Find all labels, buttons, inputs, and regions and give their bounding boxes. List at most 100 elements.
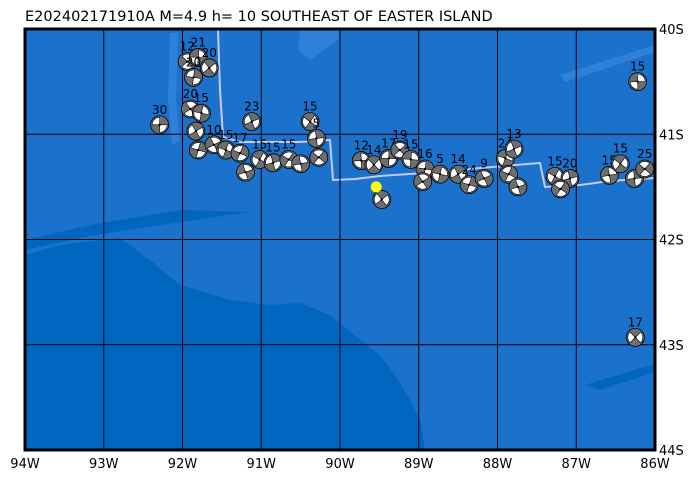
beachball-center (636, 80, 639, 83)
depth-label: 17 (232, 131, 247, 145)
depth-label: 30 (152, 103, 167, 117)
focal-mechanism-beachball[interactable] (188, 140, 208, 160)
focal-mechanism-beachball[interactable]: 15 (300, 100, 321, 132)
focal-mechanism-beachball[interactable]: 15 (191, 91, 211, 123)
depth-label: 14 (450, 152, 465, 166)
focal-mechanism-beachball[interactable]: 30 (150, 103, 170, 135)
focal-mechanism-beachball[interactable] (508, 177, 528, 197)
beachball-center (212, 143, 216, 146)
beachball-center (380, 198, 383, 201)
beachball-dilatational (638, 161, 651, 177)
focal-mechanism-beachball[interactable]: 15 (216, 128, 236, 160)
focal-mechanism-beachball[interactable]: 23 (242, 100, 262, 132)
focal-mechanism-beachball[interactable]: 17 (230, 131, 250, 163)
beachball-dilatational (185, 69, 202, 86)
focal-mechanism-beachball[interactable] (236, 162, 255, 182)
focal-mechanism-beachball[interactable]: 20 (184, 55, 203, 87)
focal-mechanism-beachball[interactable]: 25 (634, 147, 655, 180)
lon-label: 91W (247, 457, 277, 472)
focal-mechanism-beachball[interactable]: 19 (389, 128, 410, 161)
depth-label: 15 (218, 128, 233, 142)
lon-label: 94W (10, 457, 40, 472)
focal-mechanism-beachball[interactable]: 9 (474, 156, 494, 188)
beachball-center (244, 170, 247, 174)
depth-label: 15 (252, 138, 267, 152)
beachball-center (271, 161, 275, 164)
focal-mechanism-beachball[interactable]: 13 (504, 127, 524, 159)
ridge-feature (168, 33, 180, 145)
beachball-center (421, 180, 424, 183)
beachball-center (308, 120, 312, 123)
lat-label: 43S (659, 339, 684, 354)
epicenter-marker (370, 181, 382, 193)
depth-label: 14 (366, 143, 381, 157)
beachball-center (456, 173, 460, 176)
focal-mechanism-beachball[interactable]: 5 (306, 116, 326, 148)
depth-label: 10 (206, 123, 221, 137)
depth-label: 15 (281, 138, 296, 152)
depth-label: 12 (180, 40, 195, 54)
beachball-center (507, 173, 510, 176)
focal-mechanism-beachball[interactable] (499, 164, 519, 184)
focal-mechanism-beachball[interactable] (550, 179, 571, 200)
lat-label: 44S (659, 444, 684, 459)
beachball-dilatational (193, 105, 210, 121)
depth-label: 23 (244, 100, 259, 114)
focal-mechanism-beachball[interactable]: 15 (610, 142, 631, 175)
beachball-dilatational (366, 158, 382, 171)
depth-label: 21 (191, 35, 206, 49)
depth-label: 5 (313, 116, 321, 130)
beachball-center (387, 157, 391, 160)
focal-mechanism-beachball[interactable]: 15 (401, 138, 421, 169)
beachball-dilatational (461, 176, 477, 193)
deep-ocean-band (25, 210, 250, 250)
depth-label: 20 (183, 87, 198, 101)
beachball-center (372, 163, 376, 166)
focal-mechanism-beachball[interactable] (412, 171, 433, 192)
deep-ocean-region (25, 238, 425, 450)
focal-mechanism-beachball[interactable] (371, 189, 392, 210)
beachball-center (482, 177, 486, 180)
depth-label: 15 (194, 91, 209, 105)
focal-mechanism-beachball[interactable]: 15 (250, 138, 270, 170)
beachball-center (192, 76, 195, 79)
depth-label: 9 (480, 156, 488, 170)
beachball-center (559, 187, 562, 191)
beachball-center (633, 177, 636, 180)
focal-mechanism-beachball[interactable]: 14 (363, 143, 384, 176)
beachball-dilatational (629, 73, 646, 90)
focal-mechanism-beachball[interactable]: 15 (628, 60, 648, 92)
focal-mechanism-beachball[interactable] (186, 121, 207, 142)
focal-mechanism-beachball[interactable]: 17 (625, 315, 646, 348)
focal-mechanism-beachball[interactable]: 15 (263, 141, 283, 173)
beachball-center (423, 167, 427, 171)
focal-mechanism-beachball[interactable] (291, 154, 311, 174)
beachball-center (315, 137, 318, 140)
depth-label: 20 (202, 46, 217, 60)
beachball-center (200, 112, 203, 115)
beachball-center (409, 158, 413, 161)
focal-mechanism-beachball[interactable]: 12 (177, 40, 198, 73)
latitude-labels: 40S 41S 42S 43S 44S (659, 23, 684, 459)
depth-label: 16 (417, 147, 432, 161)
beachball-center (258, 158, 261, 161)
focal-mechanism-beachball[interactable]: 20 (199, 46, 220, 79)
lat-label: 41S (659, 128, 684, 143)
beachball-dilatational (244, 114, 260, 129)
beachball-dilatational (201, 61, 218, 75)
beachball-center (224, 148, 228, 152)
ridge-feature (298, 29, 340, 60)
beachball-center (250, 120, 253, 123)
focal-mechanism-beachball[interactable]: 5 (430, 152, 450, 184)
depth-label: 15 (547, 154, 562, 168)
focal-mechanism-beachball[interactable] (308, 147, 329, 168)
lat-label: 42S (659, 234, 684, 249)
deep-ocean-band (30, 261, 75, 272)
beachball-dilatational (292, 155, 309, 172)
longitude-labels: 94W 93W 92W 91W 90W 89W 88W 87W 86W (10, 457, 670, 472)
ridge-feature (560, 45, 655, 82)
lon-label: 92W (168, 457, 198, 472)
beachball-center (619, 162, 622, 165)
